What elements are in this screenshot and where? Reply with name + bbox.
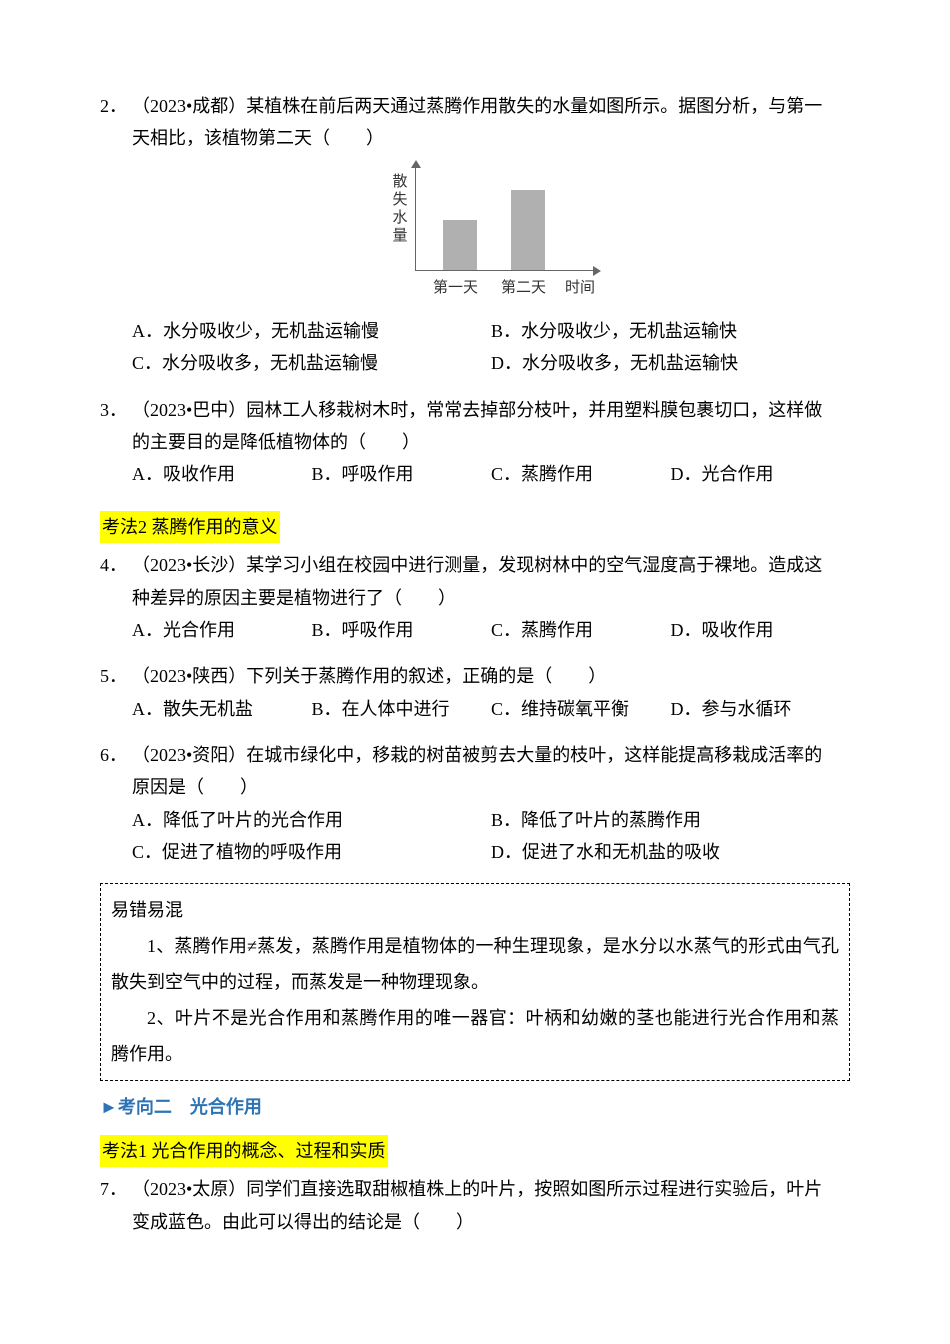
q2-text-line2: 天相比，该植物第二天（ ） <box>100 122 850 154</box>
q4-text-line1: （2023•长沙）某学习小组在校园中进行测量，发现树林中的空气湿度高于裸地。造成… <box>132 549 850 581</box>
x-axis-end-label: 时间 <box>565 275 595 302</box>
q6-options-row2: C．促进了植物的呼吸作用 D．促进了水和无机盐的吸收 <box>100 836 850 868</box>
q6-option-b: B．降低了叶片的蒸腾作用 <box>491 804 850 836</box>
q6-option-d: D．促进了水和无机盐的吸收 <box>491 836 850 868</box>
common-mistakes-box: 易错易混 1、蒸腾作用≠蒸发，蒸腾作用是植物体的一种生理现象，是水分以水蒸气的形… <box>100 883 850 1081</box>
q2-option-b: B．水分吸收少，无机盐运输快 <box>491 315 850 347</box>
method1-heading-wrapper: 考法1 光合作用的概念、过程和实质 <box>100 1129 850 1173</box>
q5-options-row: A．散失无机盐 B．在人体中进行 C．维持碳氧平衡 D．参与水循环 <box>100 693 850 725</box>
q2-chart-wrapper: 散失水量 第一天 第二天 时间 <box>100 165 850 305</box>
q3-option-a: A．吸收作用 <box>132 458 312 490</box>
q4-option-d: D．吸收作用 <box>671 614 851 646</box>
triangle-right-icon: ► <box>100 1097 118 1117</box>
q4-option-a: A．光合作用 <box>132 614 312 646</box>
method1-heading: 考法1 光合作用的概念、过程和实质 <box>100 1135 388 1167</box>
q5-option-d: D．参与水循环 <box>671 693 851 725</box>
q2-options-row2: C．水分吸收多，无机盐运输慢 D．水分吸收多，无机盐运输快 <box>100 347 850 379</box>
q3-stem-line1: 3． （2023•巴中）园林工人移栽树木时，常常去掉部分枝叶，并用塑料膜包裹切口… <box>100 394 850 426</box>
q5-option-a: A．散失无机盐 <box>132 693 312 725</box>
q6-option-c: C．促进了植物的呼吸作用 <box>132 836 491 868</box>
x-axis-line <box>415 270 595 271</box>
x-tick-day2: 第二天 <box>501 275 546 302</box>
q3-options-row: A．吸收作用 B．呼吸作用 C．蒸腾作用 D．光合作用 <box>100 458 850 490</box>
question-7: 7． （2023•太原）同学们直接选取甜椒植株上的叶片，按照如图所示过程进行实验… <box>100 1173 850 1238</box>
method2-heading-wrapper: 考法2 蒸腾作用的意义 <box>100 505 850 549</box>
q7-number: 7． <box>100 1173 132 1205</box>
q3-option-b: B．呼吸作用 <box>312 458 492 490</box>
question-2: 2． （2023•成都）某植株在前后两天通过蒸腾作用散失的水量如图所示。据图分析… <box>100 90 850 380</box>
y-axis-line <box>415 165 416 270</box>
q7-text-line1: （2023•太原）同学们直接选取甜椒植株上的叶片，按照如图所示过程进行实验后，叶… <box>132 1173 850 1205</box>
question-6: 6． （2023•资阳）在城市绿化中，移栽的树苗被剪去大量的枝叶，这样能提高移栽… <box>100 739 850 869</box>
bar-day1 <box>443 220 477 270</box>
q3-number: 3． <box>100 394 132 426</box>
q6-stem-line1: 6． （2023•资阳）在城市绿化中，移栽的树苗被剪去大量的枝叶，这样能提高移栽… <box>100 739 850 771</box>
q7-stem-line1: 7． （2023•太原）同学们直接选取甜椒植株上的叶片，按照如图所示过程进行实验… <box>100 1173 850 1205</box>
x-tick-day1: 第一天 <box>433 275 478 302</box>
bar-day2 <box>511 190 545 270</box>
q2-stem-line1: 2． （2023•成都）某植株在前后两天通过蒸腾作用散失的水量如图所示。据图分析… <box>100 90 850 122</box>
q5-number: 5． <box>100 660 132 692</box>
note-p1: 1、蒸腾作用≠蒸发，蒸腾作用是植物体的一种生理现象，是水分以水蒸气的形式由气孔散… <box>111 928 839 1000</box>
q3-option-c: C．蒸腾作用 <box>491 458 671 490</box>
q6-options-row1: A．降低了叶片的光合作用 B．降低了叶片的蒸腾作用 <box>100 804 850 836</box>
direction2-heading: ►考向二 光合作用 <box>100 1091 850 1123</box>
note-title: 易错易混 <box>111 892 839 928</box>
q2-option-a: A．水分吸收少，无机盐运输慢 <box>132 315 491 347</box>
direction2-text: 考向二 光合作用 <box>118 1097 262 1117</box>
note-p2: 2、叶片不是光合作用和蒸腾作用的唯一器官：叶柄和幼嫩的茎也能进行光合作用和蒸腾作… <box>111 1000 839 1072</box>
q7-text-line2: 变成蓝色。由此可以得出的结论是（ ） <box>100 1206 850 1238</box>
question-4: 4． （2023•长沙）某学习小组在校园中进行测量，发现树林中的空气湿度高于裸地… <box>100 549 850 646</box>
q4-option-b: B．呼吸作用 <box>312 614 492 646</box>
q5-option-b: B．在人体中进行 <box>312 693 492 725</box>
question-5: 5． （2023•陕西）下列关于蒸腾作用的叙述，正确的是（ ） A．散失无机盐 … <box>100 660 850 725</box>
y-axis-label: 散失水量 <box>391 173 409 245</box>
q5-stem: 5． （2023•陕西）下列关于蒸腾作用的叙述，正确的是（ ） <box>100 660 850 692</box>
q3-text-line1: （2023•巴中）园林工人移栽树木时，常常去掉部分枝叶，并用塑料膜包裹切口，这样… <box>132 394 850 426</box>
q2-text-line1: （2023•成都）某植株在前后两天通过蒸腾作用散失的水量如图所示。据图分析，与第… <box>132 90 850 122</box>
q6-option-a: A．降低了叶片的光合作用 <box>132 804 491 836</box>
q5-option-c: C．维持碳氧平衡 <box>491 693 671 725</box>
q5-text: （2023•陕西）下列关于蒸腾作用的叙述，正确的是（ ） <box>132 660 850 692</box>
q2-option-c: C．水分吸收多，无机盐运输慢 <box>132 347 491 379</box>
q4-text-line2: 种差异的原因主要是植物进行了（ ） <box>100 582 850 614</box>
q6-text-line2: 原因是（ ） <box>100 771 850 803</box>
q3-text-line2: 的主要目的是降低植物体的（ ） <box>100 426 850 458</box>
q6-text-line1: （2023•资阳）在城市绿化中，移栽的树苗被剪去大量的枝叶，这样能提高移栽成活率… <box>132 739 850 771</box>
q3-option-d: D．光合作用 <box>671 458 851 490</box>
q4-options-row: A．光合作用 B．呼吸作用 C．蒸腾作用 D．吸收作用 <box>100 614 850 646</box>
q4-number: 4． <box>100 549 132 581</box>
q2-number: 2． <box>100 90 132 122</box>
question-3: 3． （2023•巴中）园林工人移栽树木时，常常去掉部分枝叶，并用塑料膜包裹切口… <box>100 394 850 491</box>
method2-heading: 考法2 蒸腾作用的意义 <box>100 511 280 543</box>
q2-bar-chart: 散失水量 第一天 第二天 时间 <box>335 165 615 305</box>
q4-option-c: C．蒸腾作用 <box>491 614 671 646</box>
q2-option-d: D．水分吸收多，无机盐运输快 <box>491 347 850 379</box>
y-axis-arrow-icon <box>411 160 421 168</box>
q4-stem-line1: 4． （2023•长沙）某学习小组在校园中进行测量，发现树林中的空气湿度高于裸地… <box>100 549 850 581</box>
q6-number: 6． <box>100 739 132 771</box>
q2-options-row1: A．水分吸收少，无机盐运输慢 B．水分吸收少，无机盐运输快 <box>100 315 850 347</box>
